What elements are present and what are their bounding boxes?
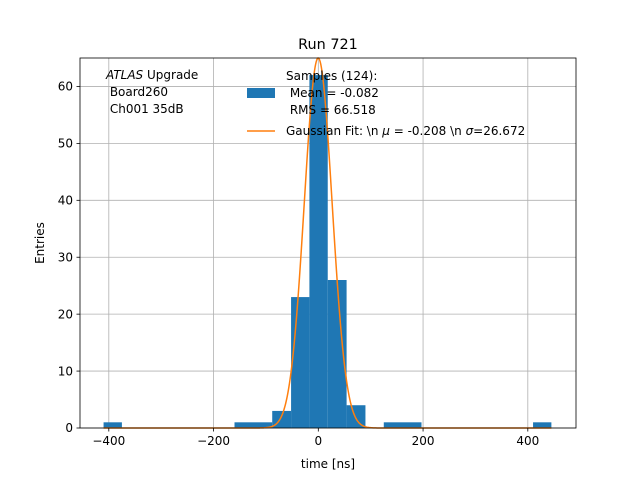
y-tick-label: 60 [58,80,73,94]
histogram-bar [383,422,422,428]
y-tick-label: 50 [58,137,73,151]
annotation-line-3: Ch001 35dB [106,102,184,116]
histogram-bar [346,405,366,428]
x-axis-label: time [ns] [301,457,355,471]
y-axis-label: Entries [33,222,47,264]
mu-symbol: μ [381,124,390,138]
y-tick-label: 40 [58,194,73,208]
legend-histogram-swatch [247,88,275,98]
legend-fit-label: Gaussian Fit: \n μ = -0.208 \n σ=26.672 [286,124,525,138]
y-tick-label: 10 [58,364,73,378]
x-tick-label: 400 [516,434,539,448]
histogram-bar [234,422,273,428]
histogram-bar [291,297,310,428]
legend: Samples (124): Mean = -0.082 RMS = 66.51… [247,69,525,138]
y-tick-label: 0 [65,421,73,435]
annotation-line-1: ATLAS Upgrade [105,68,198,82]
x-tick-label: 0 [314,434,322,448]
histogram-bars [103,75,552,429]
histogram-bar [327,280,347,428]
atlas-annotation: ATLAS Upgrade Board260 Ch001 35dB [105,68,198,116]
histogram-bar [533,422,552,428]
histogram-bar [103,422,122,428]
legend-rms: RMS = 66.518 [286,103,376,117]
plot-frame [79,57,577,429]
y-tick-label: 20 [58,307,73,321]
y-tick-label: 30 [58,250,73,264]
x-tick-label: 200 [412,434,435,448]
atlas-word: ATLAS [105,68,144,82]
chart-title: Run 721 [298,37,358,53]
annotation-upgrade: Upgrade [143,68,198,82]
histogram-bar [309,75,328,429]
annotation-line-2: Board260 [106,85,168,99]
legend-samples-label: Samples (124): [286,69,377,83]
x-tick-label: −200 [197,434,230,448]
x-tick-label: −400 [92,434,125,448]
axis-ticks: −400 −200 0 200 400 0 10 20 30 40 50 60 [58,80,540,448]
legend-mean: Mean = -0.082 [286,86,379,100]
sigma-symbol: σ [466,124,474,138]
